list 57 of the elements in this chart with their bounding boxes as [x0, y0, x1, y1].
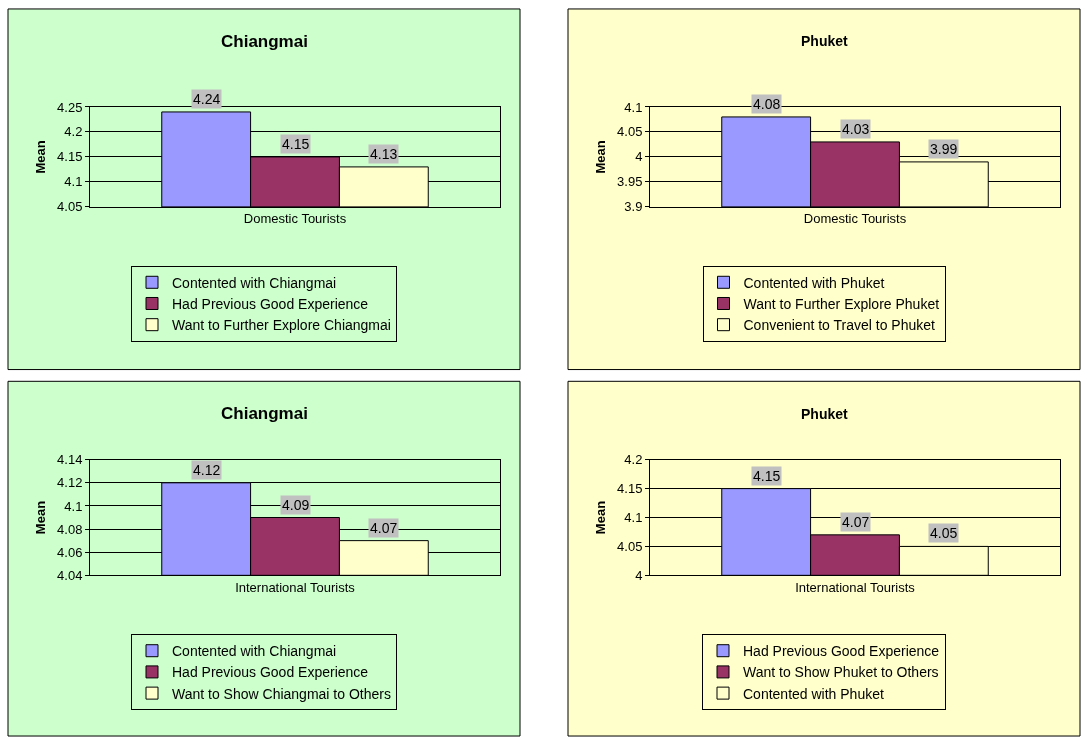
y-tick-label: 4.04	[57, 567, 83, 583]
legend-label: Had Previous Good Experience	[743, 643, 940, 660]
legend-label: Contented with Phuket	[743, 685, 884, 702]
data-label: 3.99	[930, 141, 958, 157]
x-tick-label: International Tourists	[795, 579, 916, 595]
y-tick-label: 4.12	[57, 475, 83, 491]
y-tick-label: 4.05	[617, 538, 643, 554]
y-tick-label: 4	[635, 567, 643, 583]
data-label: 4.09	[282, 497, 310, 513]
legend-label: Want to Further Explore Phuket	[743, 295, 940, 312]
data-label: 4.08	[753, 96, 781, 112]
y-tick-label: 4.1	[624, 99, 643, 115]
y-tick-label: 4.05	[617, 124, 643, 140]
x-tick-label: International Tourists	[235, 579, 356, 595]
legend-label: Want to Show Chiangmai to Others	[172, 685, 391, 702]
y-tick-label: 4.08	[57, 521, 83, 537]
chart-title: Phuket	[801, 406, 849, 422]
y-tick-label: 4.1	[624, 510, 643, 526]
y-tick-label: 4.15	[57, 149, 83, 165]
y-tick-label: 4.15	[617, 481, 643, 497]
chart-title: Phuket	[801, 33, 849, 49]
data-label: 4.07	[370, 520, 398, 536]
legend-label: Had Previous Good Experience	[172, 295, 369, 312]
x-tick-label: Domestic Tourists	[243, 211, 347, 227]
y-axis-title: Mean	[33, 500, 49, 535]
legend-label: Convenient to Travel to Phuket	[743, 317, 936, 334]
data-label: 4.13	[370, 146, 398, 162]
legend-label: Contented with Chiangmai	[172, 274, 337, 291]
data-label: 4.03	[842, 121, 870, 137]
data-label: 4.07	[842, 514, 870, 530]
legend-label: Contented with Phuket	[743, 274, 885, 291]
y-tick-label: 4.2	[64, 124, 83, 140]
legend-label: Want to Further Explore Chiangmai	[172, 317, 391, 334]
data-label: 4.15	[753, 468, 781, 484]
chart-title: Chiangmai	[221, 404, 308, 423]
y-tick-label: 4.2	[624, 452, 643, 468]
y-tick-label: 3.95	[617, 174, 643, 190]
y-tick-label: 4.1	[64, 498, 83, 514]
legend-label: Want to Show Phuket to Others	[743, 664, 939, 681]
y-tick-label: 4.1	[64, 174, 83, 190]
chart-title: Chiangmai	[221, 32, 308, 51]
y-tick-label: 3.9	[624, 199, 643, 215]
y-tick-label: 4.06	[57, 544, 83, 560]
data-label: 4.12	[193, 462, 221, 478]
y-axis-title: Mean	[593, 140, 609, 174]
data-label: 4.24	[193, 91, 221, 107]
y-axis-title: Mean	[33, 140, 49, 174]
y-tick-label: 4.25	[57, 99, 83, 115]
y-axis-title: Mean	[593, 500, 609, 535]
x-tick-label: Domestic Tourists	[803, 211, 907, 227]
legend-label: Contented with Chiangmai	[172, 643, 337, 660]
y-tick-label: 4.14	[57, 452, 83, 468]
data-label: 4.15	[282, 136, 310, 152]
y-tick-label: 4	[635, 149, 643, 165]
y-tick-label: 4.05	[57, 199, 83, 215]
legend-label: Had Previous Good Experience	[172, 664, 369, 681]
data-label: 4.05	[930, 525, 958, 541]
